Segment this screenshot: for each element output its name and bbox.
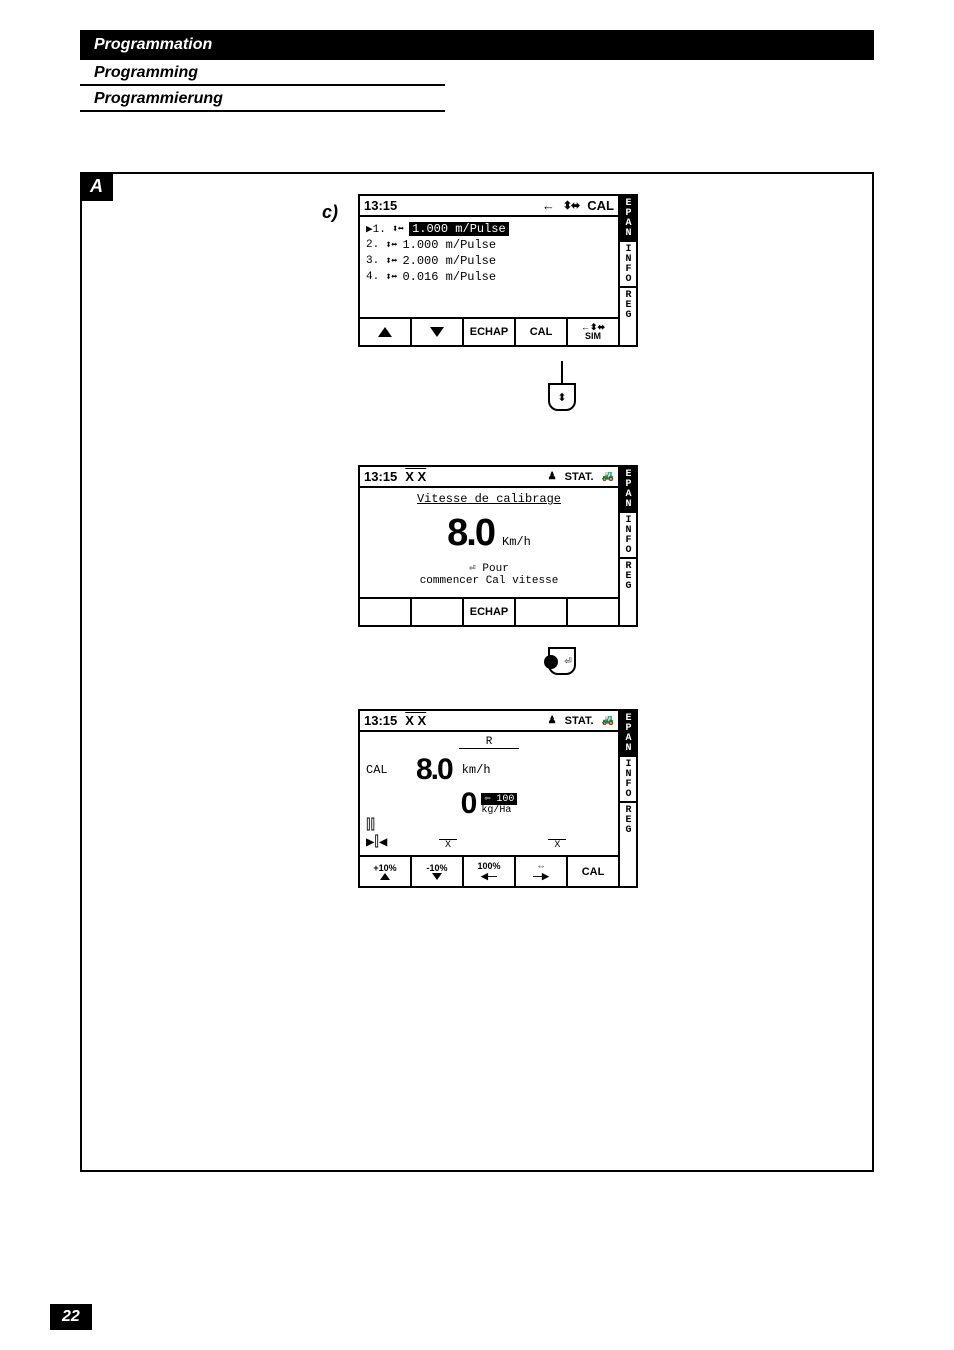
tractor-small-icon: 🚜: [602, 471, 614, 482]
row-idx: 4.: [366, 271, 379, 283]
side-reg[interactable]: REG: [620, 803, 636, 837]
press-indicator: ⬍: [542, 361, 582, 411]
row-idx: 3.: [366, 255, 379, 267]
hand-enter-icon: ⏎: [548, 647, 576, 675]
side-info[interactable]: INFO: [620, 242, 636, 288]
r-label: R: [459, 736, 519, 749]
arrow-right-icon: —▶: [533, 871, 549, 882]
hint-line1: ⏎ Pour: [366, 561, 612, 575]
plus10-label: +10%: [373, 863, 396, 873]
tractor-icon: ⬍⬌: [563, 199, 579, 212]
time: 13:15: [364, 713, 397, 728]
pulse-value-selected: 1.000 m/Pulse: [409, 222, 509, 236]
tractor-small-icon: 🚜: [602, 715, 614, 726]
stat-label: STAT.: [565, 471, 594, 483]
box-label: A: [80, 172, 113, 201]
side-info[interactable]: INFO: [620, 757, 636, 803]
stat-label: STAT.: [565, 715, 594, 727]
row-idx: 2.: [366, 239, 379, 251]
btn-swap[interactable]: ⇔ —▶: [516, 857, 568, 886]
hand-icon: ⬍: [548, 383, 576, 411]
header-de: Programmierung: [80, 86, 445, 112]
btn-100pct[interactable]: 100% ◀—: [464, 857, 516, 886]
title-arrow-icon: ←: [542, 198, 555, 213]
pulse-value: 2.000 m/Pulse: [402, 254, 496, 268]
pulse-value: 0.016 m/Pulse: [402, 270, 496, 284]
x-mark: X: [439, 839, 457, 851]
btn-sim[interactable]: ←⬍⬌ SIM: [568, 319, 618, 345]
btn-echap[interactable]: ECHAP: [464, 319, 516, 345]
lcd-screen-2: 13:15 X X ♟ STAT. 🚜 Vitesse de calibrage…: [358, 465, 638, 627]
btn-empty: [516, 599, 568, 625]
lcd-screen-1: 13:15 ← ⬍⬌ CAL ▶1. ⬍⬌ 1.000 m/Pulse: [358, 194, 638, 347]
pulse-value: 1.000 m/Pulse: [402, 238, 496, 252]
btn-down[interactable]: [412, 319, 464, 345]
btn-cal[interactable]: CAL: [516, 319, 568, 345]
swap-icon: ⇔: [537, 861, 546, 871]
side-reg[interactable]: REG: [620, 559, 636, 593]
arrow-up-icon: [378, 327, 392, 337]
side-epan[interactable]: EPAN: [620, 467, 636, 513]
speed-unit: km/h: [462, 763, 491, 777]
figure-box: A c) 13:15 ← ⬍⬌ CAL: [80, 172, 874, 1172]
tramline-icon: ⫿⫿▶⫿◀: [366, 818, 387, 851]
enter-symbol: ⏎: [564, 656, 572, 667]
xx-label: X X: [405, 469, 426, 484]
tractor-icon: ⬍⬌: [385, 254, 396, 268]
side-reg[interactable]: REG: [620, 288, 636, 322]
person-icon: ♟: [548, 715, 557, 726]
btn-cal[interactable]: CAL: [568, 857, 618, 886]
arrow-left-icon: ◀—: [481, 871, 497, 882]
btn-minus10[interactable]: -10%: [412, 857, 464, 886]
tractor-icon: ⬍⬌: [392, 222, 403, 236]
btn-echap[interactable]: ECHAP: [464, 599, 516, 625]
press-indicator: ⏎: [542, 647, 582, 675]
speed-unit: Km/h: [502, 535, 531, 549]
row-idx: ▶1.: [366, 222, 386, 236]
step-label: c): [322, 194, 358, 223]
btn-empty: [360, 599, 412, 625]
lcd-screen-3: 13:15 X X ♟ STAT. 🚜 R CAL 8.0: [358, 709, 638, 888]
hint-line2: commencer Cal vitesse: [366, 575, 612, 587]
person-icon: ♟: [548, 471, 557, 482]
tractor-icon: ⬍⬌: [385, 270, 396, 284]
arrow-down-icon: [432, 873, 442, 880]
badge-100: ⇦ 100: [481, 793, 517, 805]
x-mark: X: [548, 839, 566, 851]
time: 13:15: [364, 198, 397, 213]
speed-value: 8.0: [447, 512, 494, 555]
speed-value: 8.0: [416, 753, 452, 787]
arrow-up-icon: [380, 873, 390, 880]
minus10-label: -10%: [426, 863, 447, 873]
header-fr: Programmation: [80, 30, 874, 60]
cal-label: CAL: [366, 763, 406, 777]
xx-label: X X: [405, 713, 426, 728]
time: 13:15: [364, 469, 397, 484]
pct100-label: 100%: [477, 861, 500, 871]
side-epan[interactable]: EPAN: [620, 711, 636, 757]
arrow-down-icon: [430, 327, 444, 337]
zero-value: 0: [461, 787, 476, 821]
title-cal: CAL: [587, 198, 614, 213]
side-epan[interactable]: EPAN: [620, 196, 636, 242]
tractor-icon: ⬍⬌: [385, 238, 396, 252]
btn-up[interactable]: [360, 319, 412, 345]
sim-label: SIM: [585, 332, 601, 341]
btn-plus10[interactable]: +10%: [360, 857, 412, 886]
btn-empty: [568, 599, 618, 625]
page-number: 22: [50, 1304, 92, 1330]
subtitle: Vitesse de calibrage: [366, 492, 612, 506]
header-en: Programming: [80, 60, 445, 86]
hand-symbol: ⬍: [557, 391, 566, 404]
kgha-label: kg/Ha: [481, 805, 511, 816]
btn-empty: [412, 599, 464, 625]
side-info[interactable]: INFO: [620, 513, 636, 559]
